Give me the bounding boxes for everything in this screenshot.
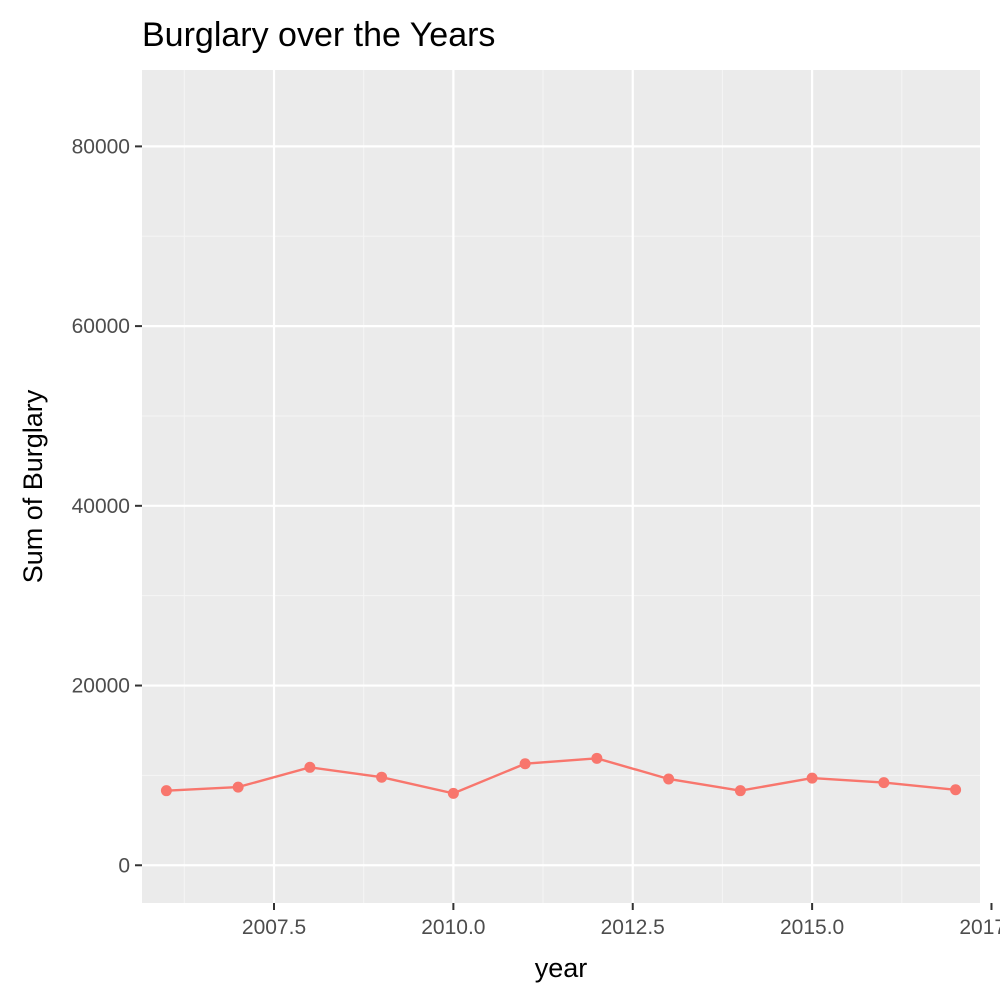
x-tick-label: 2012.5 bbox=[601, 916, 665, 939]
y-tick-label: 40000 bbox=[72, 495, 130, 518]
x-axis-label: year bbox=[535, 953, 588, 983]
data-point bbox=[304, 761, 316, 773]
data-point bbox=[878, 777, 890, 789]
grid-minor bbox=[142, 70, 980, 903]
x-tick-label: 2007.5 bbox=[242, 916, 306, 939]
y-axis-label: Sum of Burglary bbox=[18, 389, 48, 583]
y-axis: 0 20000 40000 60000 80000 bbox=[72, 135, 142, 877]
x-tick-label: 2010.0 bbox=[421, 916, 485, 939]
data-point bbox=[160, 785, 172, 797]
x-tick-label: 2017.5 bbox=[959, 916, 1000, 939]
series-layer bbox=[160, 752, 962, 799]
y-tick-label: 80000 bbox=[72, 135, 130, 158]
grid-major bbox=[142, 70, 980, 903]
data-point bbox=[376, 771, 388, 783]
data-point bbox=[663, 773, 675, 785]
y-tick-label: 20000 bbox=[72, 675, 130, 698]
series-line bbox=[166, 757, 956, 795]
data-point bbox=[591, 752, 603, 764]
y-tick-label: 0 bbox=[118, 854, 130, 877]
data-point bbox=[447, 787, 459, 799]
y-tick-label: 60000 bbox=[72, 315, 130, 338]
plot-panel bbox=[142, 70, 980, 903]
data-point bbox=[734, 785, 746, 797]
data-point bbox=[806, 772, 818, 784]
data-point bbox=[950, 784, 962, 796]
chart-title: Burglary over the Years bbox=[142, 16, 495, 54]
x-axis: 2007.5 2010.0 2012.5 2015.0 2017.5 bbox=[242, 903, 1000, 939]
data-point bbox=[519, 758, 531, 770]
data-point bbox=[232, 781, 244, 793]
x-tick-label: 2015.0 bbox=[780, 916, 844, 939]
